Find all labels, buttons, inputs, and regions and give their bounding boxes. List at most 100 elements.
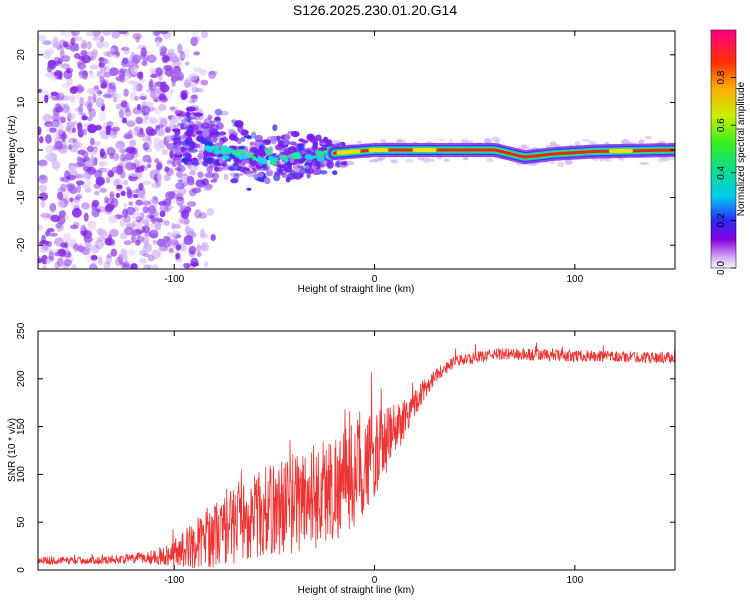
spectral-blob <box>106 91 116 98</box>
spectral-blob <box>82 184 87 189</box>
spectral-blob <box>232 145 242 151</box>
spectral-blob <box>41 234 46 244</box>
spectral-blob <box>138 182 144 191</box>
spectral-blob <box>163 206 172 213</box>
spectral-blob <box>191 187 202 194</box>
spectral-blob <box>115 51 120 57</box>
snr-y-label: SNR (10 * v/v) <box>7 418 18 482</box>
spectral-blob <box>109 228 119 238</box>
spectral-blob <box>273 173 281 182</box>
spectral-blob <box>85 160 94 168</box>
spectral-blob <box>87 103 93 112</box>
y-tick-label: 100 <box>16 466 27 483</box>
spectral-blob <box>168 248 174 254</box>
spectral-blob <box>41 254 48 265</box>
spectral-blob <box>581 139 591 142</box>
spectral-blob <box>168 52 178 63</box>
spectral-blob <box>157 173 162 183</box>
spectral-blob <box>657 157 666 163</box>
spectral-blob <box>241 159 250 164</box>
spectral-blob <box>105 203 115 211</box>
spectral-blob <box>173 241 181 250</box>
spectral-blob <box>296 143 305 152</box>
spectral-blob <box>86 87 96 95</box>
spectral-blob <box>62 233 72 242</box>
spectral-blob <box>125 105 130 113</box>
spectral-blob <box>163 55 171 63</box>
spectral-blob <box>396 139 402 143</box>
spectral-blob <box>405 158 414 163</box>
spectral-blob <box>184 140 193 145</box>
y-tick-label: 150 <box>16 418 27 435</box>
spectral-blob <box>183 48 191 54</box>
spectral-blob <box>297 165 304 169</box>
spectral-blob <box>187 181 195 186</box>
spectral-blob <box>105 130 111 136</box>
spectral-blob <box>148 204 157 215</box>
spectral-blob <box>200 31 209 39</box>
spectral-blob <box>83 171 92 180</box>
spectral-blob <box>63 107 70 114</box>
spectral-blob <box>88 73 96 79</box>
spectrogram-x-ticks: -100 0 100 <box>164 31 584 285</box>
spectral-blob <box>67 112 76 120</box>
spectral-blob <box>105 176 111 184</box>
spectral-blob <box>159 31 169 35</box>
spectral-blob <box>89 64 99 70</box>
spectral-blob <box>115 192 120 198</box>
spectral-blob <box>165 68 174 77</box>
spectral-blob <box>644 135 652 140</box>
spectral-blob <box>46 240 53 248</box>
spectral-blob <box>380 138 387 143</box>
spectral-blob <box>192 157 198 162</box>
spectral-blob <box>39 192 49 201</box>
spectral-blob <box>58 210 67 219</box>
spectral-blob <box>221 154 230 160</box>
spectral-blob <box>69 86 78 94</box>
spectral-blob <box>197 137 205 142</box>
spectral-blob <box>166 160 175 165</box>
spectral-blob <box>222 150 227 155</box>
spectral-blob <box>249 146 258 154</box>
spectral-blob <box>183 235 194 246</box>
spectral-blob <box>142 206 149 214</box>
spectral-blob <box>64 170 71 180</box>
spectral-blob <box>638 139 645 144</box>
spectral-blob <box>188 245 197 255</box>
spectral-blob <box>189 111 197 116</box>
spectral-blob <box>102 93 112 99</box>
spectral-blob <box>42 90 49 95</box>
spectral-blob <box>60 140 68 150</box>
spectral-blob <box>143 239 149 250</box>
spectral-blob <box>123 202 128 208</box>
spectral-blob <box>83 236 93 243</box>
y-tick-label: -10 <box>16 190 27 205</box>
spectral-blob <box>110 47 116 53</box>
spectral-blob <box>192 66 202 73</box>
y-tick-label: 10 <box>16 96 27 108</box>
spectral-blob <box>109 153 115 160</box>
spectral-blob <box>38 34 47 42</box>
spectral-blob <box>85 178 92 188</box>
spectral-blob <box>78 103 84 113</box>
spectral-blob <box>190 161 200 166</box>
spectral-blob <box>123 240 132 246</box>
spectral-blob <box>311 146 318 152</box>
spectral-blob <box>212 136 218 143</box>
spectral-blob <box>186 201 197 207</box>
spectral-blob <box>45 230 51 237</box>
spectral-blob <box>158 93 167 101</box>
spectral-blob <box>292 163 301 171</box>
spectral-blob <box>170 238 179 246</box>
spectral-blob <box>122 156 131 162</box>
spectral-blob <box>85 253 92 263</box>
spectral-blob <box>74 196 80 201</box>
spectral-blob <box>71 208 82 218</box>
spectral-blob <box>83 212 89 222</box>
spectral-blob <box>197 152 204 160</box>
spectral-blob <box>167 49 175 54</box>
spectral-blob <box>210 234 216 242</box>
spectral-blob <box>60 116 66 124</box>
colorbar-ticks: 0.0 0.2 0.4 0.6 0.8 <box>716 70 736 275</box>
spectral-blob <box>272 124 278 132</box>
